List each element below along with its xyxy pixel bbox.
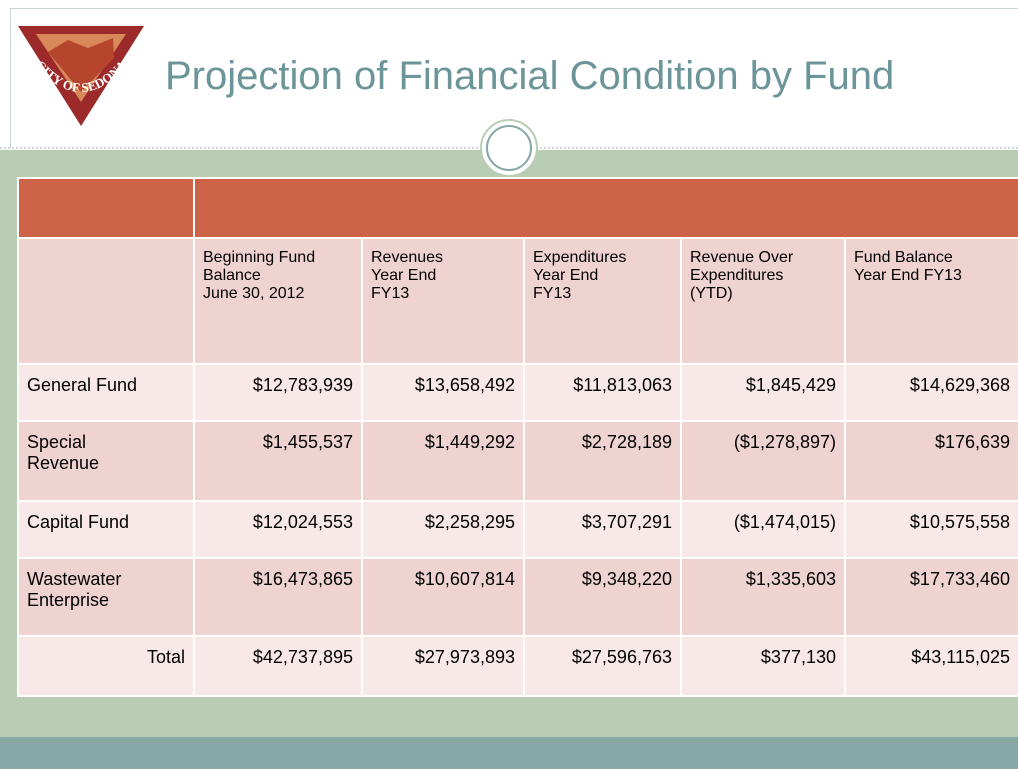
footer-band: [0, 737, 1018, 769]
cell-value: $377,130: [680, 635, 846, 697]
cell-value: $2,258,295: [361, 500, 525, 559]
cell-line: Expenditures: [533, 249, 627, 266]
cell-line: Expenditures: [690, 267, 784, 284]
cell-line: Revenue Over: [690, 249, 794, 266]
cell-value: $13,658,492: [361, 363, 525, 422]
column-header-row: Beginning Fund Balance June 30, 2012 Revenu…: [17, 237, 1018, 365]
cell-value: $1,335,603: [680, 557, 846, 637]
cell-value: $11,813,063: [523, 363, 682, 422]
cell-line: FY13: [533, 285, 572, 302]
cell-value: $9,348,220: [523, 557, 682, 637]
slide-title: Projection of Financial Condition by Fun…: [165, 54, 895, 98]
logo: CITY OF SEDONA: [18, 26, 144, 126]
table-body: Beginning Fund Balance June 30, 2012 Revenu…: [17, 177, 1018, 697]
cell-value: $176,639: [843, 420, 1018, 502]
cell-line: Fund Balance: [854, 249, 953, 266]
column-header-cell: [17, 237, 195, 365]
header-cell: [17, 177, 195, 239]
cell-value: $3,707,291: [523, 500, 682, 559]
cell-line: FY13: [371, 285, 410, 302]
table-row: General Fund $12,783,939 $13,658,492 $11,81…: [17, 363, 1018, 422]
table-row: Capital Fund $12,024,553 $2,258,295 $3,707,…: [17, 500, 1018, 559]
cell-value: $2,728,189: [523, 420, 682, 502]
cell-line: Year End FY13: [854, 267, 962, 284]
cell-value: ($1,278,897): [680, 420, 846, 502]
row-label: Special Revenue: [17, 420, 195, 502]
top-frame: [10, 8, 1018, 148]
cell-line: June 30, 2012: [203, 285, 305, 302]
cell-value: $17,733,460: [843, 557, 1018, 637]
row-label: Wastewater Enterprise: [17, 557, 195, 637]
row-label: Total: [17, 635, 195, 697]
logo-rocks: [48, 38, 114, 92]
cell-line: (YTD): [690, 285, 733, 302]
row-label: Capital Fund: [17, 500, 195, 559]
cell-value: $43,115,025: [843, 635, 1018, 697]
cell-value: $1,845,429: [680, 363, 846, 422]
column-header-cell: Revenue Over Expenditures (YTD): [680, 237, 846, 365]
cell-line: Capital Fund: [27, 512, 130, 532]
cell-line: Revenue: [27, 453, 100, 473]
header-cell: [192, 177, 1018, 239]
cell-value: $27,973,893: [361, 635, 525, 697]
divider-ring-inner: [486, 125, 532, 171]
cell-value: $10,575,558: [843, 500, 1018, 559]
cell-line: Balance: [203, 267, 261, 284]
cell-line: Special: [27, 432, 87, 452]
cell-line: Revenues: [371, 249, 444, 266]
cell-value: $16,473,865: [193, 557, 363, 637]
cell-line: Year End: [371, 267, 437, 284]
cell-value: ($1,474,015): [680, 500, 846, 559]
table-row: Wastewater Enterprise $16,473,865 $10,607,8…: [17, 557, 1018, 637]
table-row: Total $42,737,895 $27,973,893 $27,596,763 $3…: [17, 635, 1018, 697]
header-row: [17, 177, 1018, 239]
column-header-cell: Beginning Fund Balance June 30, 2012: [193, 237, 363, 365]
cell-value: $10,607,814: [361, 557, 525, 637]
column-header-cell: Fund Balance Year End FY13: [843, 237, 1018, 365]
cell-value: $27,596,763: [523, 635, 682, 697]
column-header-cell: Revenues Year End FY13: [361, 237, 525, 365]
column-header-cell: Expenditures Year End FY13: [523, 237, 682, 365]
cell-line: General Fund: [27, 375, 138, 395]
fund-table: Beginning Fund Balance June 30, 2012 Revenu…: [17, 177, 1018, 697]
cell-value: $1,455,537: [193, 420, 363, 502]
cell-line: Beginning Fund: [203, 249, 316, 266]
row-label: General Fund: [17, 363, 195, 422]
cell-line: Year End: [533, 267, 599, 284]
cell-value: $12,024,553: [193, 500, 363, 559]
cell-value: $12,783,939: [193, 363, 363, 422]
divider: [0, 119, 1018, 177]
cell-line: Total: [146, 647, 185, 667]
cell-line: Wastewater: [27, 569, 122, 589]
cell-line: Enterprise: [27, 590, 110, 610]
cell-value: $42,737,895: [193, 635, 363, 697]
table-row: Special Revenue $1,455,537 $1,449,292 $2,728…: [17, 420, 1018, 502]
cell-value: $1,449,292: [361, 420, 525, 502]
cell-value: $14,629,368: [843, 363, 1018, 422]
